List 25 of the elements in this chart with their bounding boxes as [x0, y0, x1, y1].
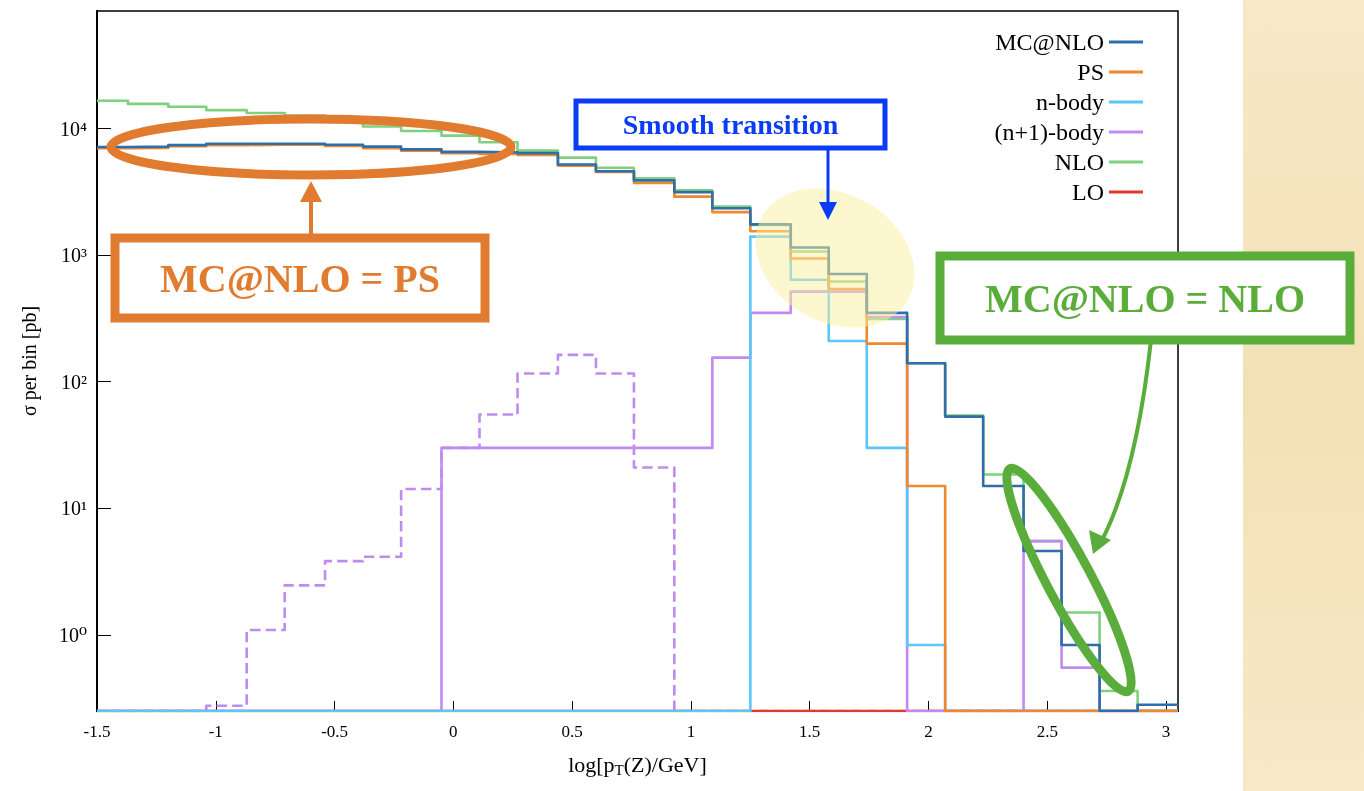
x-tick-label: -1 [208, 722, 223, 741]
x-tick-label: 0 [449, 722, 458, 741]
y-tick-label: 10⁴ [60, 117, 88, 140]
y-tick-label: 10² [61, 370, 87, 393]
x-tick-label: -0.5 [321, 722, 349, 741]
annotation: Smooth transition [622, 109, 839, 140]
y-tick-label: 10¹ [61, 497, 87, 520]
x-tick-label: 0.5 [561, 722, 583, 741]
legend-label: NLO [1054, 149, 1104, 175]
x-tick-label: 1.5 [799, 722, 821, 741]
annotation: MC@NLO = NLO [985, 275, 1305, 321]
legend-label: MC@NLO [995, 29, 1104, 55]
x-tick-label: 2.5 [1036, 722, 1058, 741]
x-tick-label: 2 [924, 722, 933, 741]
x-tick-label: -1.5 [83, 722, 111, 741]
x-tick-label: 1 [686, 722, 696, 741]
y-tick-label: 10⁰ [58, 623, 87, 646]
y-tick-label: 10³ [61, 244, 87, 267]
legend-label: n-body [1036, 89, 1104, 115]
legend-label: (n+1)-body [994, 119, 1104, 145]
y-axis-title: σ per bin [pb] [18, 305, 41, 417]
legend-label: LO [1072, 179, 1104, 205]
legend-label: PS [1077, 59, 1104, 85]
x-tick-label: 3 [1161, 722, 1171, 741]
annotation: MC@NLO = PS [160, 255, 440, 301]
